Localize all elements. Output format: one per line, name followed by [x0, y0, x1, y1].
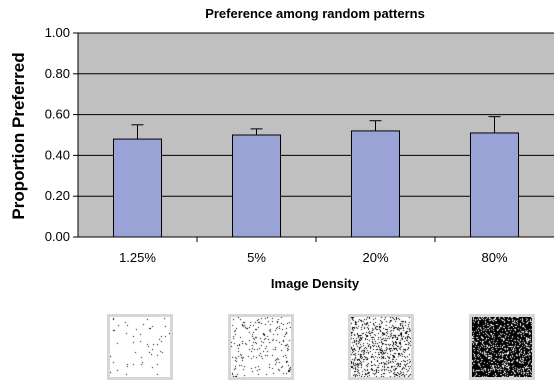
y-tick-label: 0.40: [45, 147, 70, 162]
y-axis-label: Proportion Preferred: [9, 52, 28, 219]
bar: [232, 134, 281, 238]
bar-chart: Preference among random patterns Proport…: [9, 6, 554, 291]
y-tick-label: 0.20: [45, 188, 70, 203]
y-tick-label: 0.60: [45, 107, 70, 122]
y-tick-label: 0.00: [45, 229, 70, 244]
x-tick-label: 5%: [247, 250, 266, 265]
x-tick-label: 20%: [362, 250, 388, 265]
chart-title: Preference among random patterns: [205, 6, 425, 21]
sparse-dot-pattern-icon: [107, 314, 173, 380]
bar: [113, 138, 162, 238]
x-tick-label: 1.25%: [119, 250, 156, 265]
medium-dot-pattern-icon: [348, 314, 414, 380]
dense-dot-pattern-icon: [469, 314, 535, 380]
bar: [351, 130, 400, 238]
light-dot-pattern-icon: [228, 314, 294, 380]
y-tick-label: 0.80: [45, 66, 70, 81]
x-tick-label: 80%: [481, 250, 507, 265]
bar: [470, 132, 519, 238]
x-axis-label: Image Density: [271, 276, 360, 291]
y-tick-label: 1.00: [45, 25, 70, 40]
